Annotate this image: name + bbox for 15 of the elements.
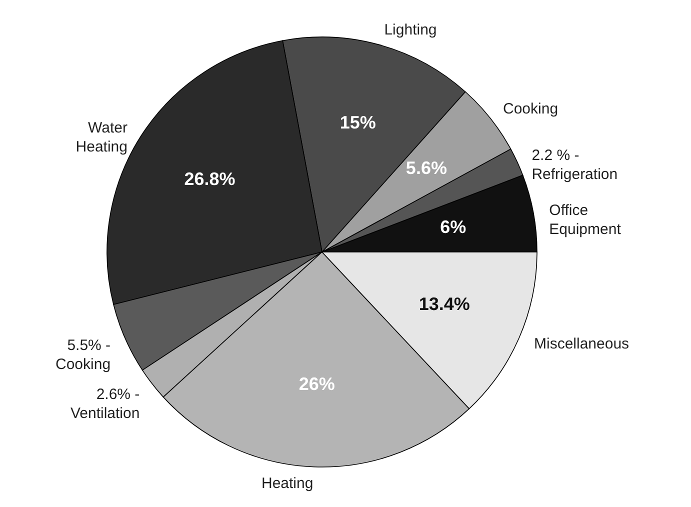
slice-label: Cooking (503, 100, 558, 118)
slice-label: 5.5% - Cooking (56, 337, 111, 374)
data-label: 26% (298, 374, 335, 394)
data-label: 26.8% (184, 169, 236, 190)
slice-label: 2.6% - Ventilation (70, 386, 140, 422)
data-label: 5.6% (406, 158, 447, 178)
slice-label: Heating (262, 474, 314, 492)
data-label: 13.4% (418, 294, 470, 314)
slice-label: Lighting (384, 22, 437, 39)
slice-label: Water Heating (76, 119, 128, 156)
data-label: 6% (440, 216, 466, 237)
slice-label: 2.2 % - Refrigeration (532, 147, 618, 184)
data-label: 15% (340, 112, 376, 133)
slice-label: Office Equipment (549, 202, 622, 238)
slice-label: Miscellaneous (534, 336, 630, 353)
